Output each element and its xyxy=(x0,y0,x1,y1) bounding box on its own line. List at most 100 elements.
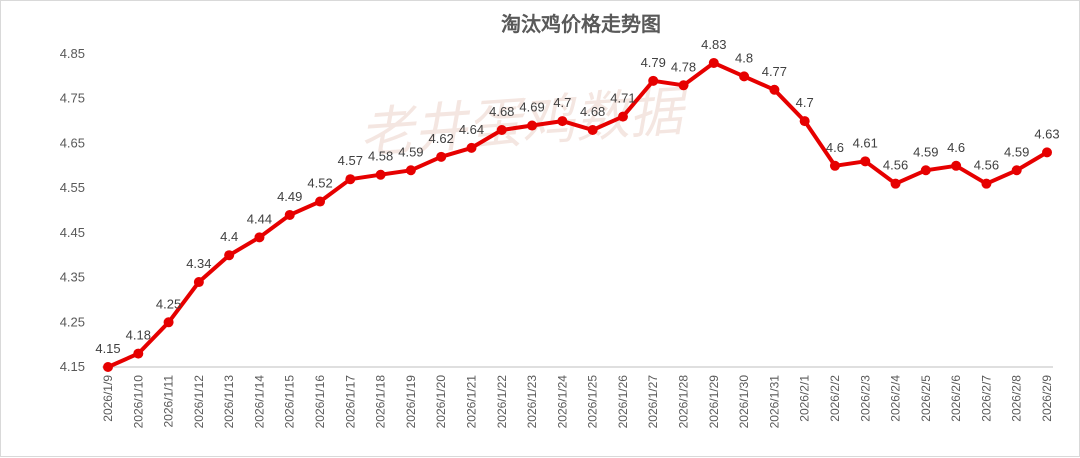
x-tick-label: 2026/2/3 xyxy=(858,375,872,422)
x-tick-label: 2026/2/8 xyxy=(1010,375,1024,422)
data-point xyxy=(345,174,356,185)
x-tick-label: 2026/1/14 xyxy=(252,375,266,429)
data-point xyxy=(739,71,750,82)
x-tick-label: 2026/1/9 xyxy=(101,375,115,422)
y-axis: 4.15 4.25 4.35 4.45 4.55 4.65 4.75 4.85 xyxy=(60,46,85,374)
data-point xyxy=(890,178,901,189)
data-point xyxy=(133,348,144,359)
data-point xyxy=(193,277,204,288)
data-label: 4.7 xyxy=(796,95,814,110)
y-tick-label: 4.45 xyxy=(60,225,85,240)
x-tick-label: 2026/1/31 xyxy=(767,375,781,429)
data-point xyxy=(163,317,174,328)
x-tick-label: 2026/1/15 xyxy=(283,375,297,429)
x-tick-label: 2026/1/10 xyxy=(131,375,145,429)
x-tick-label: 2026/1/19 xyxy=(404,375,418,429)
x-tick-label: 2026/2/1 xyxy=(798,375,812,422)
data-point xyxy=(527,120,538,131)
data-label: 4.4 xyxy=(220,229,238,244)
y-tick-label: 4.75 xyxy=(60,91,85,106)
x-tick-label: 2026/1/28 xyxy=(677,375,691,429)
x-tick-label: 2026/1/13 xyxy=(222,375,236,429)
data-point xyxy=(436,151,447,162)
x-tick-label: 2026/1/26 xyxy=(616,375,630,429)
x-tick-label: 2026/1/29 xyxy=(707,375,721,429)
data-label: 4.62 xyxy=(429,131,454,146)
data-point xyxy=(103,362,113,372)
y-tick-label: 4.55 xyxy=(60,180,85,195)
data-label: 4.58 xyxy=(368,149,393,164)
data-point xyxy=(284,209,295,220)
data-label: 4.6 xyxy=(947,140,965,155)
data-label: 4.8 xyxy=(735,50,753,65)
data-point xyxy=(375,169,386,180)
data-point xyxy=(769,84,780,95)
data-point xyxy=(951,160,962,171)
x-tick-label: 2026/1/27 xyxy=(646,375,660,429)
data-point xyxy=(829,160,840,171)
x-tick-label: 2026/1/16 xyxy=(313,375,327,429)
data-label: 4.59 xyxy=(398,144,423,159)
data-point xyxy=(405,165,416,176)
x-tick-label: 2026/2/4 xyxy=(889,375,903,422)
data-label: 4.68 xyxy=(580,104,605,119)
y-tick-label: 4.65 xyxy=(60,135,85,150)
data-label: 4.79 xyxy=(641,55,666,70)
data-label: 4.44 xyxy=(247,211,272,226)
data-label: 4.68 xyxy=(489,104,514,119)
x-tick-label: 2026/1/12 xyxy=(192,375,206,429)
y-tick-label: 4.35 xyxy=(60,270,85,285)
x-tick-label: 2026/1/23 xyxy=(525,375,539,429)
data-label: 4.15 xyxy=(95,341,120,356)
data-label: 4.57 xyxy=(338,153,363,168)
data-label: 4.34 xyxy=(186,256,211,271)
x-tick-label: 2026/1/18 xyxy=(374,375,388,429)
data-point xyxy=(557,116,568,127)
data-label: 4.56 xyxy=(974,158,999,173)
x-tick-label: 2026/1/11 xyxy=(162,375,176,428)
x-tick-label: 2026/1/22 xyxy=(495,375,509,429)
data-point xyxy=(496,125,507,136)
x-tick-label: 2026/2/9 xyxy=(1040,375,1054,422)
data-label: 4.59 xyxy=(1004,144,1029,159)
data-label: 4.71 xyxy=(610,91,635,106)
data-point xyxy=(1011,165,1022,176)
data-point xyxy=(466,142,477,153)
y-tick-label: 4.15 xyxy=(60,359,85,374)
data-label: 4.78 xyxy=(671,59,696,74)
data-label: 4.64 xyxy=(459,122,484,137)
data-point xyxy=(708,57,719,68)
data-label: 4.63 xyxy=(1034,126,1059,141)
data-point xyxy=(648,75,659,86)
data-label: 4.69 xyxy=(519,100,544,115)
data-point xyxy=(981,178,992,189)
data-label: 4.56 xyxy=(883,158,908,173)
y-tick-label: 4.85 xyxy=(60,46,85,61)
data-point xyxy=(224,250,235,261)
price-series xyxy=(103,57,1052,372)
data-label: 4.52 xyxy=(307,176,332,191)
data-label: 4.25 xyxy=(156,296,181,311)
x-tick-label: 2026/2/7 xyxy=(979,375,993,422)
data-point xyxy=(1042,147,1052,158)
data-label: 4.7 xyxy=(553,95,571,110)
series-line xyxy=(106,60,1049,369)
x-tick-label: 2026/2/5 xyxy=(919,375,933,422)
data-point xyxy=(799,116,810,127)
data-point xyxy=(315,196,326,207)
chart-title: 淘汰鸡价格走势图 xyxy=(501,12,661,36)
x-tick-label: 2026/1/20 xyxy=(434,375,448,429)
data-point xyxy=(860,156,871,167)
data-label: 4.59 xyxy=(913,144,938,159)
data-label: 4.83 xyxy=(701,37,726,52)
data-point xyxy=(920,165,931,176)
y-tick-label: 4.25 xyxy=(60,314,85,329)
data-point xyxy=(587,125,598,136)
x-tick-label: 2026/2/6 xyxy=(949,375,963,422)
data-label: 4.61 xyxy=(853,135,878,150)
x-tick-label: 2026/1/17 xyxy=(343,375,357,429)
data-label: 4.77 xyxy=(762,64,787,79)
x-tick-label: 2026/1/21 xyxy=(464,375,478,429)
